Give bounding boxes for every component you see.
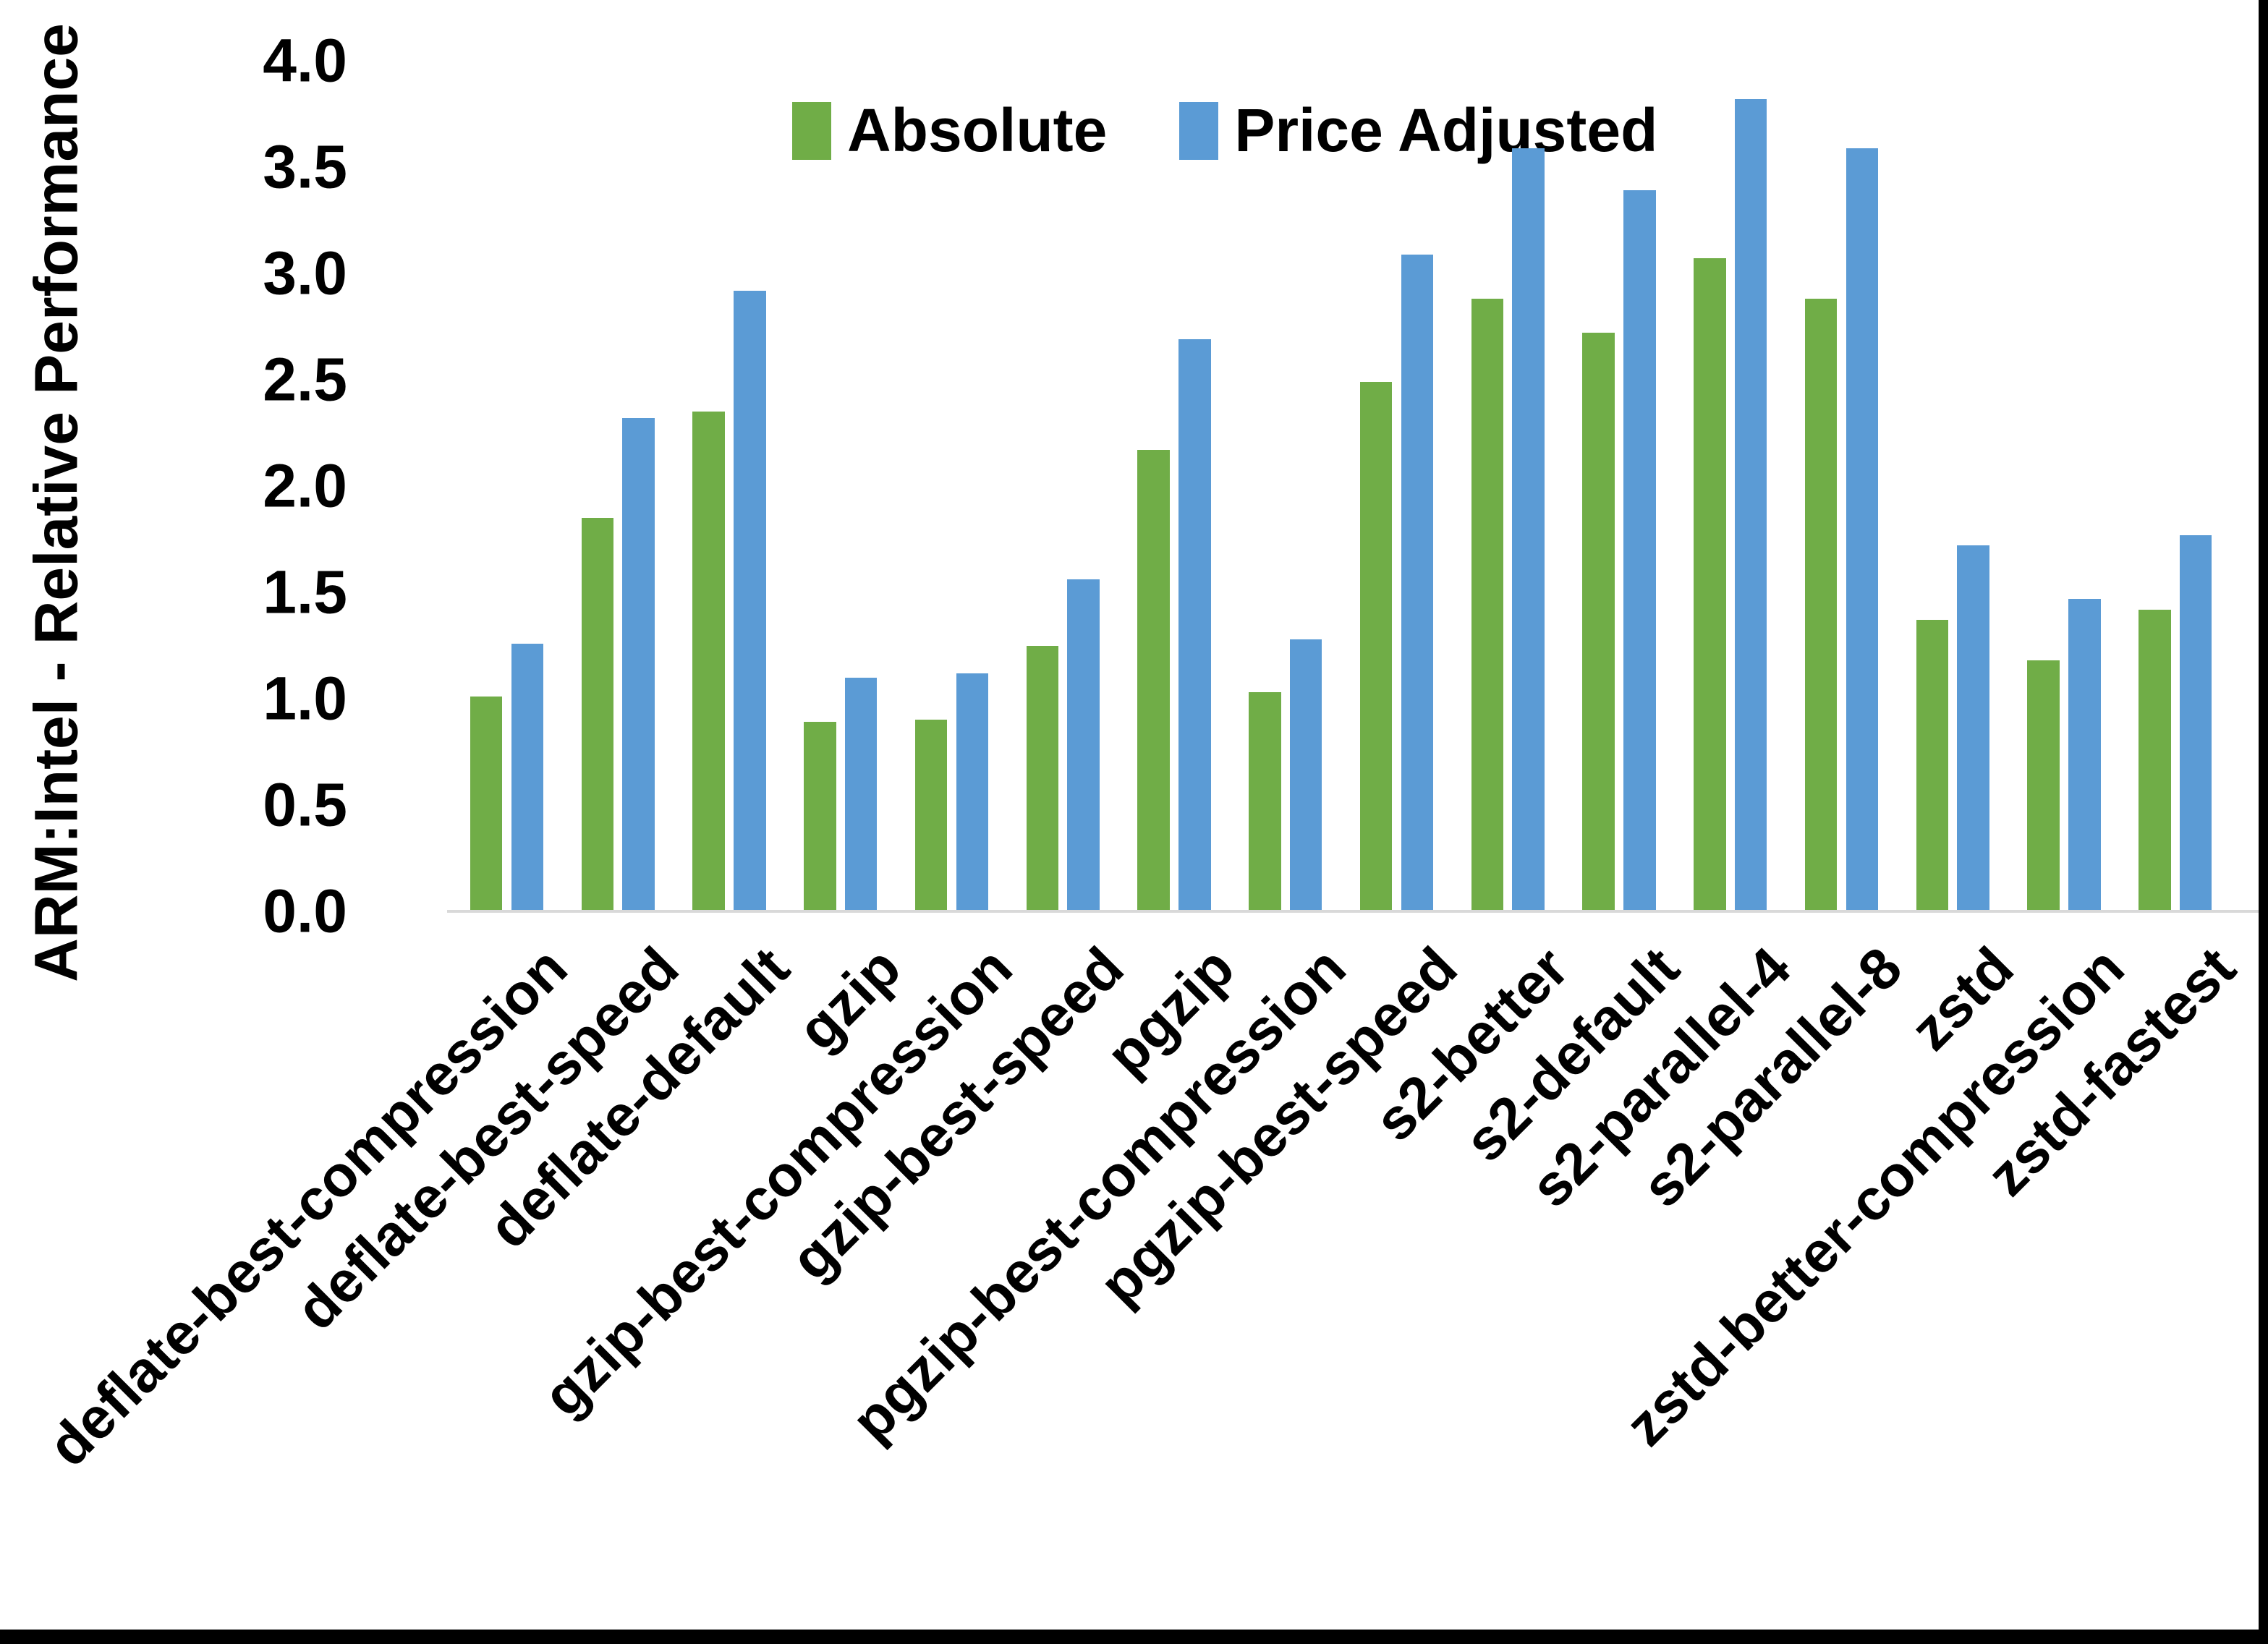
bar-absolute-zstd-fastest (2139, 609, 2171, 911)
y-tick-label: 3.0 (263, 239, 347, 307)
legend-label: Price Adjusted (1234, 96, 1658, 164)
y-tick-label: 1.0 (263, 664, 347, 733)
bar-price-adjusted-pgzip (1178, 339, 1211, 911)
legend-swatch-icon (792, 101, 831, 160)
bar-absolute-s2-parallel-4 (1694, 258, 1726, 911)
bar-absolute-deflate-default (692, 412, 725, 911)
page-right-border (2259, 0, 2268, 1644)
bar-price-adjusted-zstd (1957, 545, 1989, 911)
bar-absolute-pgzip (1137, 450, 1170, 911)
bar-absolute-zstd (1916, 620, 1949, 911)
bar-absolute-gzip-best-speed (1026, 645, 1059, 911)
bar-price-adjusted-pgzip-best-speed (1401, 254, 1434, 911)
y-tick-label: 2.5 (263, 345, 347, 414)
bar-price-adjusted-s2-better (1512, 148, 1545, 911)
bar-absolute-gzip (804, 722, 836, 911)
legend-swatch-icon (1179, 101, 1219, 160)
bar-price-adjusted-deflate-best-compression (511, 643, 544, 911)
bar-absolute-s2-default (1582, 333, 1615, 911)
bar-absolute-s2-better (1471, 299, 1504, 911)
legend: Absolute Price Adjusted (792, 95, 1657, 166)
legend-item-absolute: Absolute (792, 95, 1107, 166)
bar-absolute-zstd-better-compression (2027, 660, 2060, 911)
bar-absolute-pgzip-best-speed (1359, 381, 1393, 911)
y-tick-label: 3.5 (263, 132, 347, 201)
bar-absolute-s2-parallel-8 (1804, 299, 1838, 911)
legend-item-price-adjusted: Price Adjusted (1179, 95, 1657, 166)
bar-price-adjusted-deflate-default (734, 290, 766, 911)
bar-price-adjusted-gzip (844, 677, 878, 911)
y-axis-title: ARM:Intel - Relative Performance (22, 23, 90, 982)
bar-price-adjusted-gzip-best-compression (956, 673, 989, 911)
bar-absolute-pgzip-best-compression (1249, 692, 1281, 911)
bar-price-adjusted-gzip-best-speed (1067, 579, 1100, 911)
bar-absolute-deflate-best-speed (581, 518, 614, 911)
y-tick-label: 4.0 (263, 26, 347, 95)
bar-price-adjusted-deflate-best-speed (622, 417, 655, 911)
y-tick-label: 1.5 (263, 558, 347, 626)
bar-price-adjusted-zstd-fastest (2179, 534, 2212, 911)
y-tick-label: 0.5 (263, 770, 347, 839)
legend-label: Absolute (847, 96, 1108, 164)
bar-price-adjusted-zstd-better-compression (2068, 598, 2101, 911)
bar-absolute-deflate-best-compression (470, 697, 503, 911)
bar-absolute-gzip-best-compression (914, 720, 948, 911)
bar-price-adjusted-s2-default (1623, 190, 1656, 911)
y-tick-label: 0.0 (263, 877, 347, 945)
bar-price-adjusted-pgzip-best-compression (1289, 639, 1322, 911)
bar-price-adjusted-s2-parallel-4 (1734, 98, 1767, 911)
x-axis-line (447, 910, 2259, 913)
y-tick-label: 2.0 (263, 451, 347, 520)
bar-price-adjusted-s2-parallel-8 (1846, 148, 1879, 911)
page-bottom-border (0, 1630, 2268, 1644)
